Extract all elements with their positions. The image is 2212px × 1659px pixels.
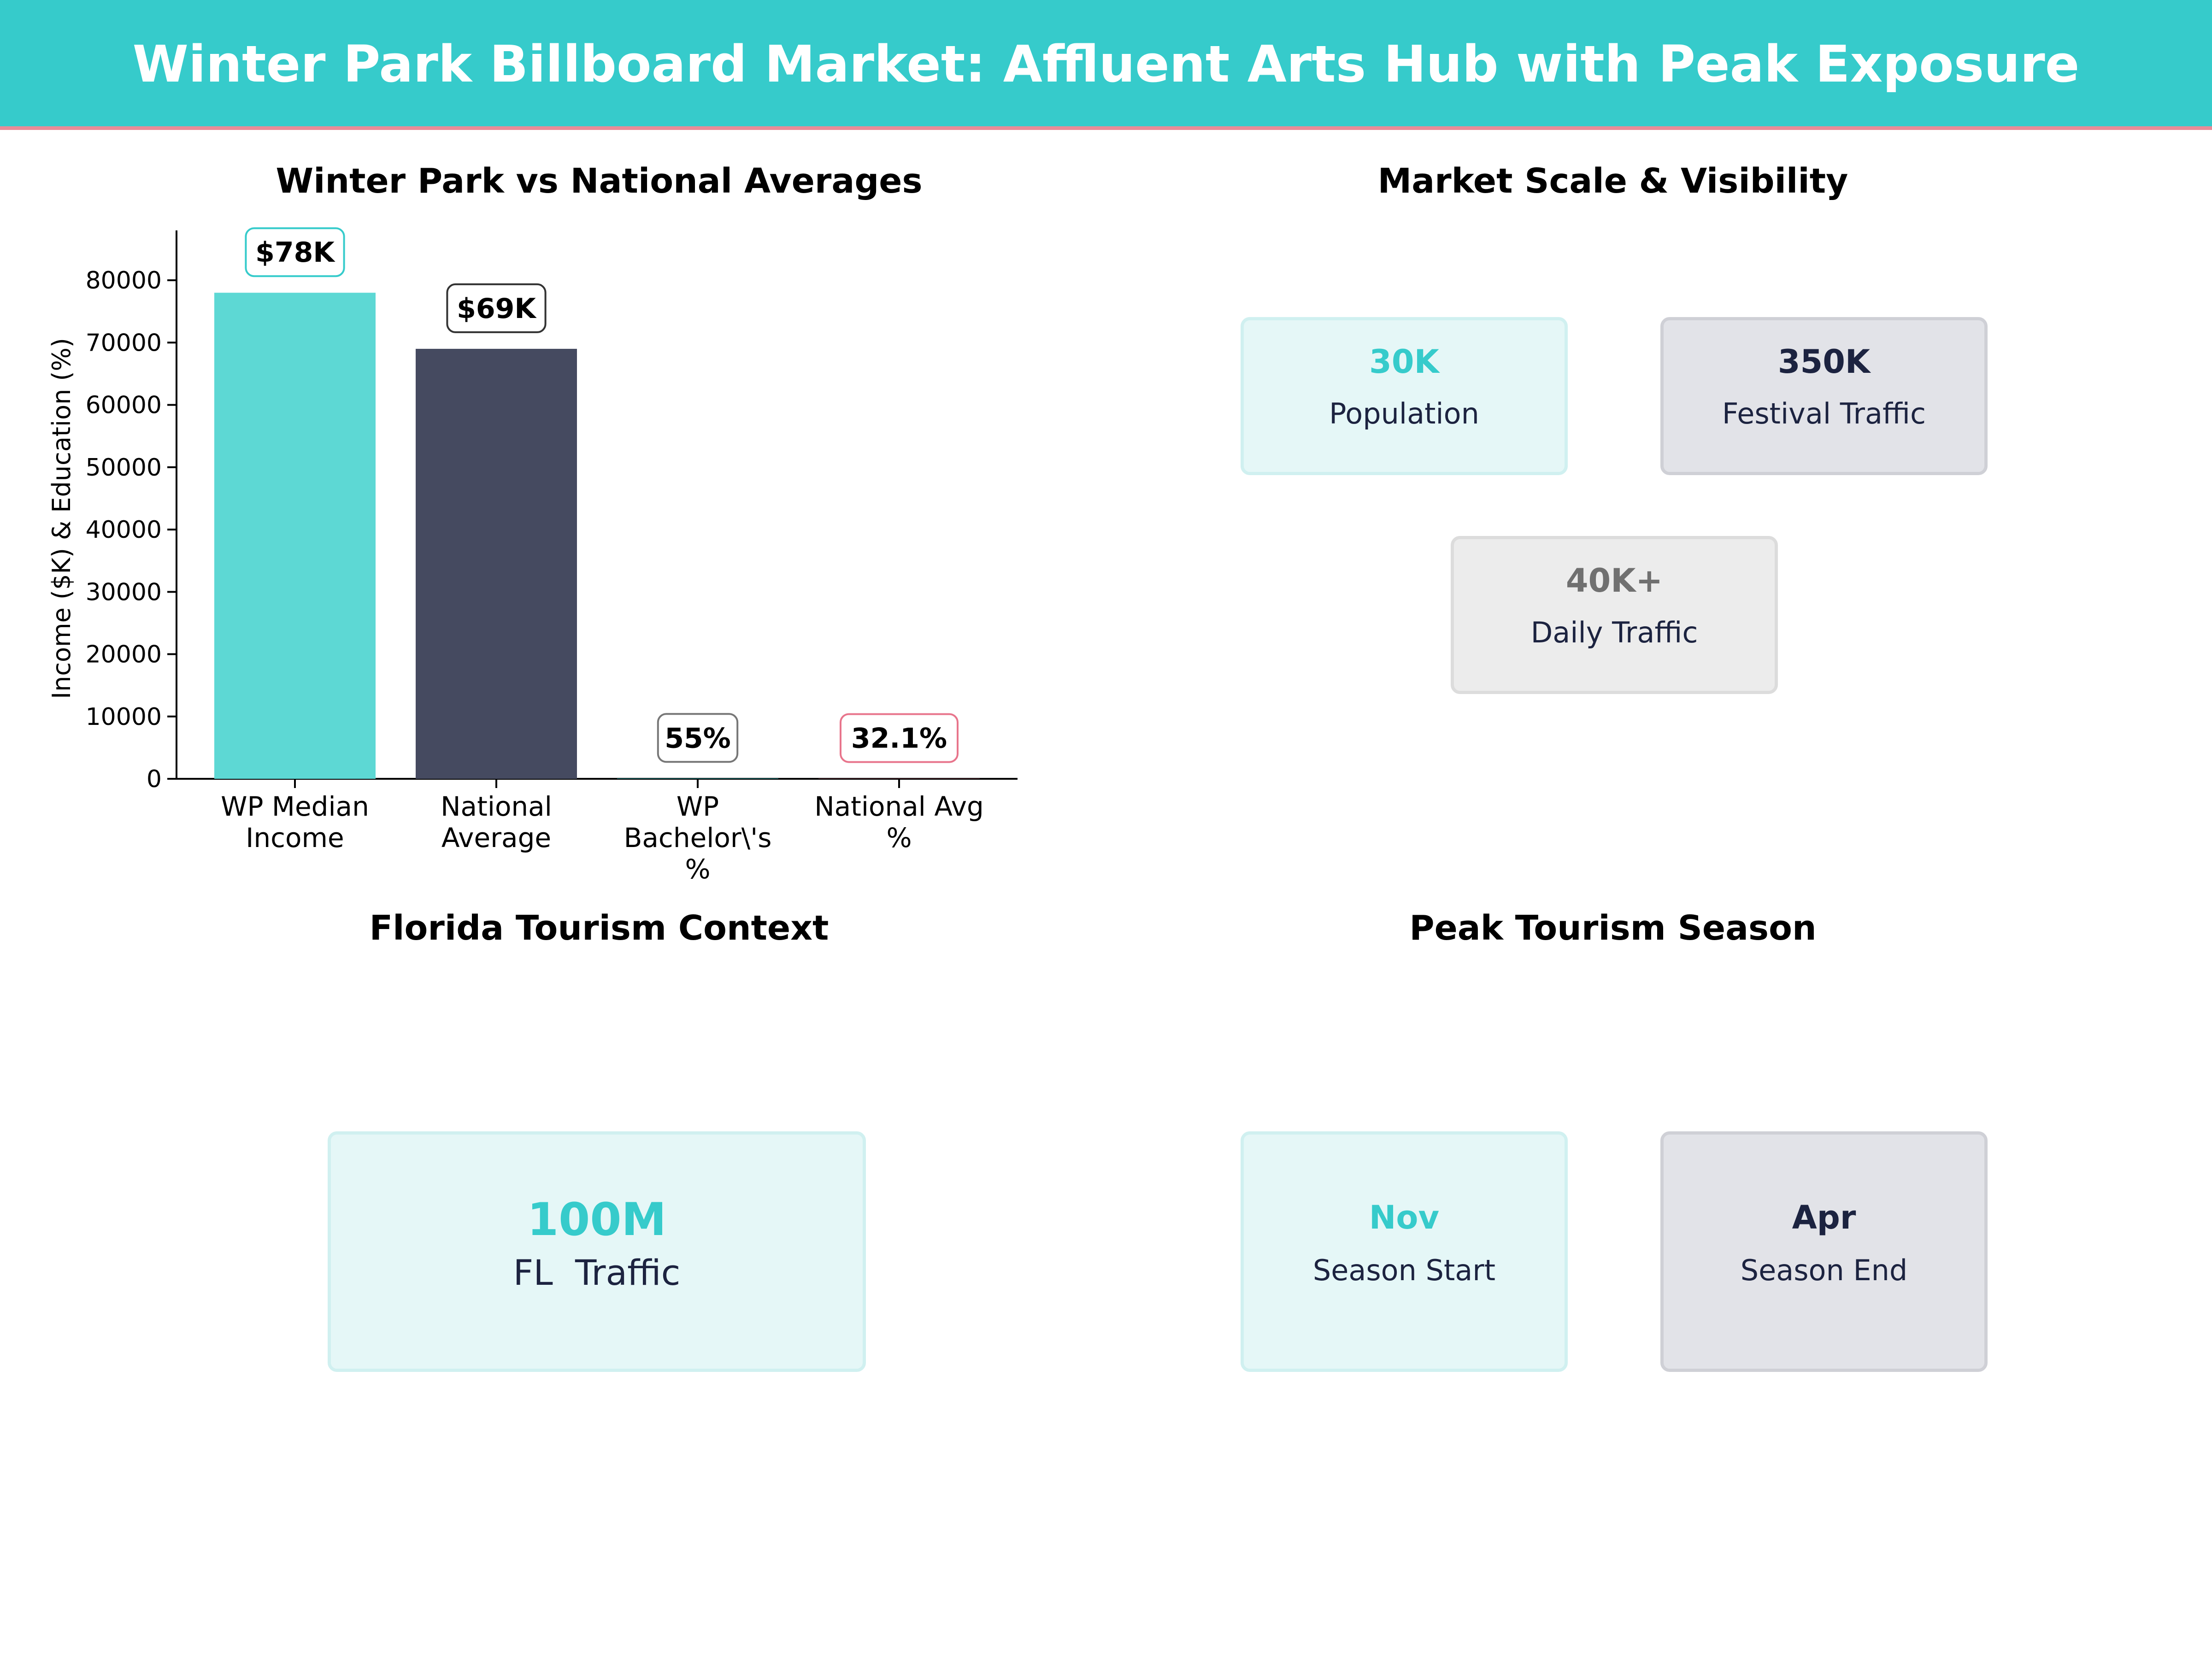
data-label: 55%	[665, 722, 731, 754]
data-label-box	[840, 713, 959, 763]
x-tick-label: National Avg%	[814, 791, 984, 853]
festival-traffic-label: Festival Traffic	[1722, 397, 1926, 430]
daily-traffic-value: 40K+	[1565, 562, 1663, 600]
festival-traffic-card: 350K Festival Traffic	[1660, 317, 1988, 475]
festival-traffic-value: 350K	[1777, 343, 1871, 381]
daily-traffic-label: Daily Traffic	[1530, 616, 1698, 649]
florida-traffic-card: 100M FL Traffic	[328, 1131, 866, 1372]
tourism-panel-title: Florida Tourism Context	[369, 908, 829, 948]
population-label: Population	[1329, 397, 1479, 430]
data-label: $78K	[255, 236, 335, 269]
page-title: Winter Park Billboard Market: Affluent A…	[132, 35, 2080, 94]
header-bar	[0, 0, 2212, 130]
y-tick-label: 10000	[86, 703, 162, 731]
data-label-box	[657, 713, 739, 763]
y-tick-label: 40000	[86, 516, 162, 544]
data-label: $69K	[457, 293, 537, 325]
florida-traffic-value: 100M	[527, 1194, 667, 1246]
daily-traffic-card: 40K+ Daily Traffic	[1451, 536, 1778, 694]
season-panel-title: Peak Tourism Season	[1409, 908, 1817, 948]
y-tick-label: 50000	[86, 454, 162, 482]
population-value: 30K	[1369, 343, 1439, 381]
bar	[617, 778, 778, 779]
florida-traffic-label: FL Traffic	[513, 1252, 681, 1293]
y-tick-label: 30000	[86, 578, 162, 606]
y-axis-label: Income ($K) & Education (%)	[47, 338, 76, 699]
data-label-box	[245, 227, 345, 277]
season-end-value: Apr	[1792, 1199, 1856, 1236]
x-tick-label: WP Bachelor\'s%	[624, 791, 772, 885]
x-tick-label: WP Median Income	[221, 791, 369, 853]
y-tick-label: 70000	[86, 329, 162, 357]
data-label-box	[446, 283, 547, 333]
y-tick-label: 20000	[86, 641, 162, 669]
market-panel-title: Market Scale & Visibility	[1377, 161, 1848, 201]
y-tick-label: 80000	[86, 267, 162, 294]
season-end-label: Season End	[1740, 1253, 1908, 1287]
season-start-label: Season Start	[1312, 1253, 1496, 1287]
bar	[416, 348, 577, 779]
y-tick-label: 60000	[86, 392, 162, 419]
season-start-value: Nov	[1369, 1199, 1440, 1236]
population-card: 30K Population	[1241, 317, 1568, 475]
y-tick-label: 0	[147, 765, 162, 793]
comparison-panel-title: Winter Park vs National Averages	[276, 161, 923, 201]
data-label: 32.1%	[851, 723, 947, 755]
season-start-card: Nov Season Start	[1241, 1131, 1568, 1372]
season-end-card: Apr Season End	[1660, 1131, 1988, 1372]
x-tick-label: National Average	[441, 791, 552, 853]
bar	[214, 293, 376, 779]
